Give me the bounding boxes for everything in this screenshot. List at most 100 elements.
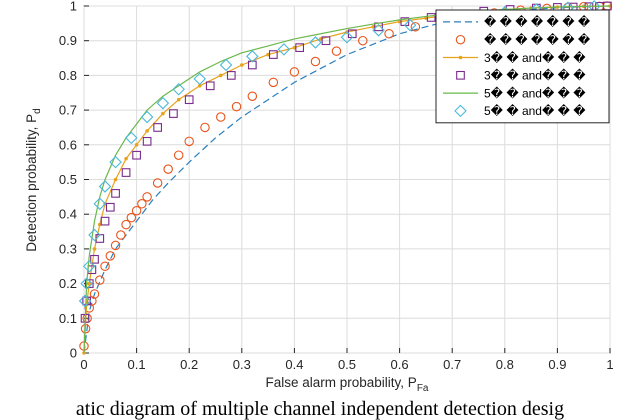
legend-entry: � � � � � � � xyxy=(455,33,591,47)
legend-label: 3� � and� � � xyxy=(484,51,586,65)
y-tick-label: 0.5 xyxy=(59,172,77,187)
series-2-point xyxy=(137,199,147,209)
series-2-point xyxy=(142,192,152,202)
series-6-point xyxy=(88,228,101,242)
series-2-point xyxy=(410,22,421,32)
series-2-point xyxy=(247,91,258,101)
series-2-point xyxy=(173,150,184,160)
legend-swatch-marker xyxy=(454,104,467,118)
series-2-point xyxy=(126,212,137,223)
legend-entry: 3� � and� � � xyxy=(456,69,586,83)
y-tick-label: 0.9 xyxy=(59,33,77,48)
series-3-point xyxy=(197,84,202,88)
series-4-point xyxy=(153,123,162,132)
series-2-point xyxy=(200,122,210,133)
legend-box xyxy=(435,9,610,124)
legend-entry: 5� � and� � � xyxy=(454,104,586,118)
series-3-point xyxy=(371,25,376,29)
series-3-point xyxy=(145,129,149,133)
x-tick-label: 0.2 xyxy=(180,357,198,372)
series-2-point xyxy=(184,136,194,147)
series-4-point xyxy=(205,81,215,91)
x-axis-title-subscript: Fa xyxy=(417,383,429,394)
y-tick-label: 0.2 xyxy=(59,276,77,291)
series-2-point xyxy=(131,205,142,216)
series-2-point xyxy=(121,219,131,230)
legend-swatch-marker xyxy=(455,34,466,45)
series-6-point xyxy=(125,131,138,145)
series-3-point xyxy=(87,281,92,286)
series-3-point xyxy=(266,52,270,57)
x-tick-label: 0.8 xyxy=(496,357,514,372)
legend-label: 5� � and� � � xyxy=(484,86,586,100)
series-4-point xyxy=(142,136,152,146)
legend-label: 3� � and� � � xyxy=(484,69,586,83)
y-tick-label: 0.7 xyxy=(59,103,77,118)
series-4-point xyxy=(111,189,120,198)
series-2-point xyxy=(95,275,105,285)
series-3-point xyxy=(240,63,244,67)
series-6-point xyxy=(219,58,233,72)
series-2-point xyxy=(152,178,163,188)
series-4-point xyxy=(105,202,115,212)
y-tick-label: 0 xyxy=(70,346,77,361)
series-6-point xyxy=(309,36,322,49)
legend-label: 5� � and� � � xyxy=(484,104,586,118)
series-6-point xyxy=(82,259,96,273)
series-4-point xyxy=(121,168,131,177)
series-2-point xyxy=(289,67,300,77)
series-3-point xyxy=(397,19,402,24)
series-2-point xyxy=(163,164,173,174)
series-4-point xyxy=(295,43,305,52)
series-3-point xyxy=(176,97,181,102)
x-tick-label: 0 xyxy=(80,357,87,372)
series-6-point xyxy=(98,180,112,193)
x-tick-label: 0.9 xyxy=(548,357,566,372)
series-6-point xyxy=(156,96,170,110)
series-2-point xyxy=(116,230,126,240)
series-6-point xyxy=(193,72,206,86)
series-6-point xyxy=(109,155,122,169)
series-2-point xyxy=(331,46,342,56)
y-axis-title-subscript: d xyxy=(32,108,43,114)
series-4-point xyxy=(184,95,194,105)
series-3-point xyxy=(97,222,102,227)
x-tick-label: 0.5 xyxy=(338,357,356,372)
series-2-point xyxy=(110,240,121,251)
y-tick-label: 0.1 xyxy=(59,311,77,326)
legend-entry: � � � � � � � xyxy=(443,15,591,29)
y-tick-label: 0.4 xyxy=(59,207,77,222)
series-3-point xyxy=(318,37,323,41)
series-6-point xyxy=(340,30,354,44)
series-4-point xyxy=(169,109,178,118)
series-2-point xyxy=(310,56,321,67)
series-2-point xyxy=(87,296,97,306)
series-2-point xyxy=(358,35,368,46)
legend-label: � � � � � � � xyxy=(484,33,591,47)
series-6-point xyxy=(80,277,93,290)
series-6-point xyxy=(78,294,92,308)
series-3-point xyxy=(424,16,428,20)
axis-ticks: 0 0.1 0.2 0.3 0.4 0.5 0.6 0.7 0.8 0.9 1 0 0.1 0.2 0.3 0… xyxy=(59,0,614,372)
legend-entry: 3� � and� � � xyxy=(443,51,586,65)
series-6-point xyxy=(93,197,107,211)
series-2-point xyxy=(105,251,116,261)
y-tick-label: 0.8 xyxy=(59,68,77,83)
legend-label: � � � � � � � xyxy=(484,15,591,29)
series-2-point xyxy=(231,101,242,112)
series-4-point xyxy=(269,50,278,59)
x-tick-label: 0.3 xyxy=(233,357,251,372)
x-axis-title: False alarm probability, PFa xyxy=(266,375,429,394)
series-4-point xyxy=(84,279,94,288)
series-6-point xyxy=(277,43,291,56)
y-tick-label: 0.3 xyxy=(59,241,77,256)
x-tick-label: 0.4 xyxy=(285,357,303,372)
x-tick-label: 1 xyxy=(606,357,613,372)
series-4-point xyxy=(132,150,141,160)
x-tick-label: 0.6 xyxy=(391,357,409,372)
y-tick-label: 0.6 xyxy=(59,137,77,152)
y-tick-label: 1 xyxy=(70,0,77,14)
series-2-point xyxy=(84,303,95,313)
series-3-point xyxy=(113,177,118,182)
